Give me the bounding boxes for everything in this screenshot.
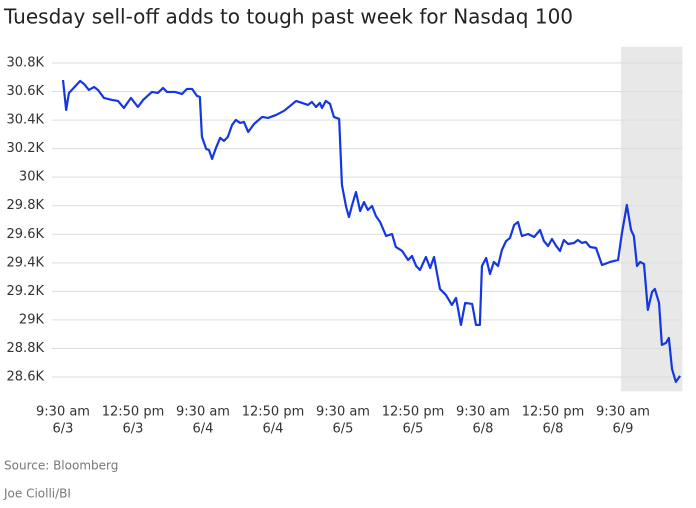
- y-tick-label: 30.8K: [7, 55, 45, 70]
- x-tick-label: 6/3: [53, 422, 74, 437]
- y-tick-label: 29.4K: [7, 255, 45, 270]
- x-tick-label: 12:50 pm: [522, 405, 585, 420]
- shaded-region: [620, 46, 683, 392]
- x-tick-label: 6/5: [333, 422, 354, 437]
- x-tick-label: 6/9: [613, 422, 634, 437]
- y-tick-label: 29.8K: [7, 198, 45, 213]
- y-tick-label: 29K: [19, 312, 45, 327]
- y-tick-label: 28.6K: [7, 370, 45, 385]
- y-tick-label: 30K: [19, 170, 45, 185]
- x-tick-label: 9:30 am: [596, 405, 650, 420]
- x-tick-label: 9:30 am: [316, 405, 370, 420]
- y-tick-label: 29.2K: [7, 284, 45, 299]
- line: [61, 79, 681, 383]
- y-tick-label: 29.6K: [7, 227, 45, 242]
- x-tick-label: 6/4: [263, 422, 284, 437]
- x-tick-label: 12:50 pm: [382, 405, 445, 420]
- y-tick-label: 30.2K: [7, 141, 45, 156]
- x-tick-label: 9:30 am: [36, 405, 90, 420]
- source: Source: Bloomberg: [4, 459, 118, 473]
- chart-title: Tuesday sell-off adds to tough past week…: [3, 5, 573, 29]
- credit: Joe Ciolli/BI: [3, 487, 71, 501]
- x-tick-label: 6/4: [193, 422, 214, 437]
- y-tick-label: 30.4K: [7, 113, 45, 128]
- x-tick-label: 9:30 am: [176, 405, 230, 420]
- y-tick-label: 28.8K: [7, 341, 45, 356]
- x-tick-label: 12:50 pm: [242, 405, 305, 420]
- x-tick-label: 6/8: [543, 422, 564, 437]
- x-tick-label: 6/8: [473, 422, 494, 437]
- x-tick-label: 12:50 pm: [102, 405, 165, 420]
- x-tick-label: 9:30 am: [456, 405, 510, 420]
- y-tick-label: 30.6K: [7, 84, 45, 99]
- x-tick-label: 6/5: [403, 422, 424, 437]
- x-tick-label: 6/3: [123, 422, 144, 437]
